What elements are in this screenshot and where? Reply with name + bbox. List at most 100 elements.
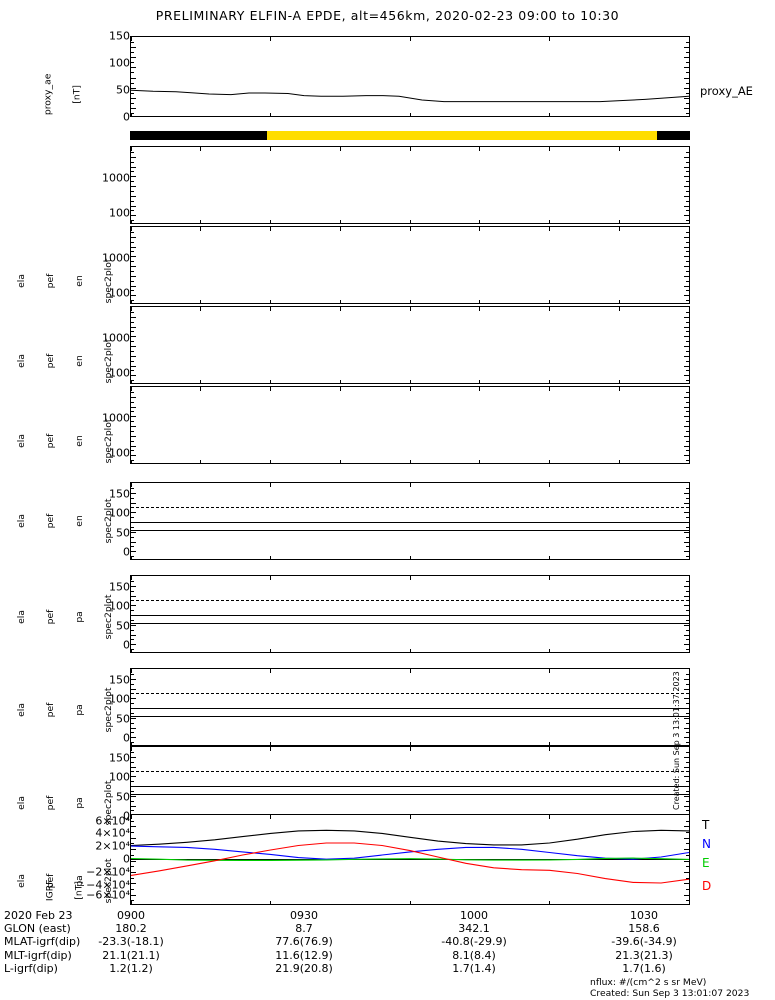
x-tick [270, 576, 271, 580]
x-tick [549, 300, 550, 304]
y-tick [131, 375, 136, 377]
y-tick [131, 595, 136, 597]
pa-ch1-dashed-line [131, 600, 689, 601]
y-tick [131, 849, 136, 851]
y-tick [131, 507, 134, 509]
y-tick [684, 97, 689, 99]
x-tick [270, 747, 271, 751]
x-tick [549, 901, 550, 905]
pa-ch3-dashed-line [131, 771, 689, 772]
y-tick [684, 455, 689, 457]
y-tick [684, 624, 689, 626]
y-tick [686, 546, 689, 548]
y-tick [686, 82, 689, 84]
page-title: PRELIMINARY ELFIN-A EPDE, alt=456km, 202… [155, 8, 620, 23]
y-tick [131, 311, 134, 313]
x-tick [339, 307, 341, 311]
igrf-series-n [131, 845, 689, 860]
y-tick [684, 176, 689, 178]
y-tick [686, 52, 689, 54]
y-tick [686, 261, 689, 263]
y-tick [684, 246, 689, 248]
y-tick [686, 497, 689, 499]
x-tick [130, 460, 132, 464]
x-tick [200, 387, 202, 391]
y-tick [684, 871, 689, 873]
x-tick [549, 220, 550, 224]
y-tick [131, 460, 134, 462]
y-tick [684, 57, 689, 59]
x-tick [130, 147, 132, 151]
y-tick [684, 605, 689, 607]
x-tick [130, 220, 132, 224]
y-tick [131, 77, 136, 79]
y-tick [131, 161, 134, 163]
y-tick [684, 727, 689, 729]
y-tick [684, 615, 689, 616]
y-tick [131, 639, 134, 641]
y-tick [131, 401, 134, 403]
x-tick [688, 380, 690, 384]
y-tick [686, 877, 689, 879]
bottom-axis-labels: 2020 Feb 23 0900 0930 1000 1030 GLON (east) 18… [4, 909, 775, 975]
y-tick [684, 426, 689, 427]
igrf-series-e [131, 857, 689, 861]
bottom-axis-row: MLT-igrf(dip) 21.1(21.1) 11.6(12.9) 8.1(8.4… [4, 949, 775, 962]
bottom-axis-row: MLAT-igrf(dip) -23.3(-18.1) 77.6(76.9) -40.… [4, 935, 775, 948]
y-tick [686, 619, 689, 621]
y-tick [131, 107, 136, 109]
y-tick [686, 649, 689, 651]
y-tick [131, 837, 136, 839]
bottom-axis-value: 0900 [117, 909, 145, 922]
y-tick [686, 590, 689, 592]
y-tick [131, 112, 134, 114]
x-tick [339, 387, 341, 391]
bottom-axis-value: 1030 [630, 909, 658, 922]
pa-ch0-solid-line-lower [131, 530, 689, 531]
y-tick [131, 742, 134, 744]
y-tick [131, 526, 134, 528]
y-tick [686, 220, 689, 222]
y-tick [131, 487, 134, 489]
y-tick [684, 502, 689, 504]
y-tick [131, 605, 136, 607]
y-tick [684, 256, 689, 258]
bottom-axis-value: -39.6(-34.9) [611, 935, 677, 949]
x-tick [130, 815, 132, 819]
y-tick [131, 360, 134, 362]
y-tick [686, 391, 689, 393]
y-tick [686, 321, 689, 323]
y-tick [686, 693, 689, 695]
y-tick [131, 445, 136, 447]
bottom-axis-value: 342.1 [458, 922, 490, 936]
panel-spec-perp [130, 306, 690, 384]
y-tick [131, 251, 134, 253]
y-tick [131, 693, 134, 695]
y-tick [684, 776, 689, 778]
y-tick [131, 688, 136, 690]
y-tick [131, 455, 136, 457]
y-tick [686, 241, 689, 243]
y-tick [684, 156, 689, 158]
y-tick [684, 166, 689, 168]
y-tick [131, 295, 136, 297]
x-tick [200, 227, 202, 231]
bottom-axis-value: 0930 [290, 909, 318, 922]
y-tick [684, 326, 689, 328]
y-tick [131, 541, 136, 543]
y-tick [686, 411, 689, 413]
pa-ch2-solid-line-upper [131, 708, 689, 709]
y-tick [686, 360, 689, 362]
y-tick [686, 102, 689, 104]
created-timestamp-rotated: Created: Sun Sep 3 13:01:37 2023 [672, 671, 681, 810]
panel-pa-ch3 [130, 746, 690, 824]
x-tick [549, 649, 550, 653]
y-tick [686, 440, 689, 442]
y-tick [131, 336, 136, 338]
y-tick [684, 849, 689, 851]
bottom-axis-value: 11.6(12.9) [275, 948, 333, 962]
igrf-traces [131, 829, 689, 884]
x-tick [479, 147, 481, 151]
x-tick [549, 747, 550, 751]
x-tick [688, 649, 690, 653]
